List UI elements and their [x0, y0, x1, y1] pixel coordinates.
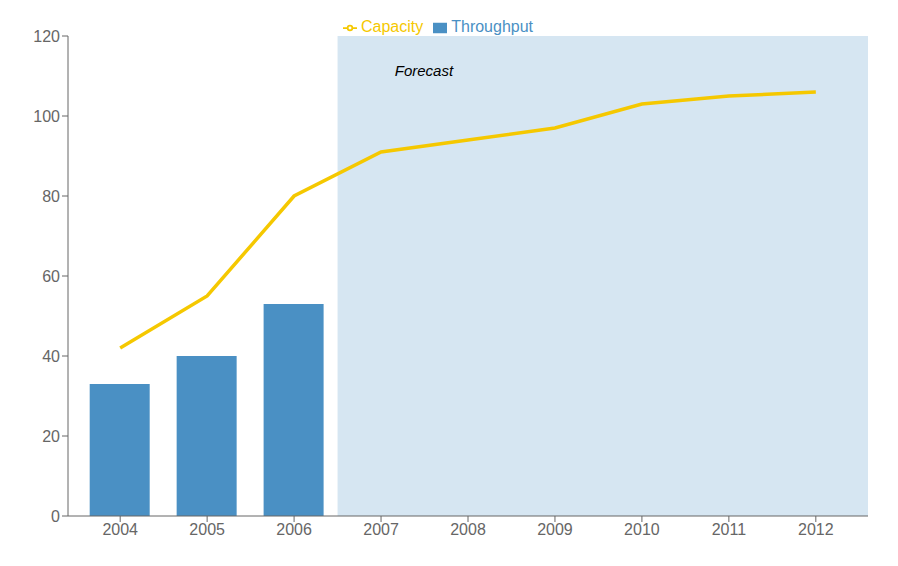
svg-text:2004: 2004	[102, 521, 138, 538]
svg-text:2005: 2005	[189, 521, 225, 538]
svg-text:2009: 2009	[537, 521, 573, 538]
svg-text:2007: 2007	[363, 521, 399, 538]
svg-text:2006: 2006	[276, 521, 312, 538]
svg-text:40: 40	[42, 348, 60, 365]
svg-text:2010: 2010	[624, 521, 660, 538]
svg-text:120: 120	[33, 28, 60, 45]
svg-text:20: 20	[42, 428, 60, 445]
svg-text:60: 60	[42, 268, 60, 285]
svg-text:2011: 2011	[712, 521, 747, 538]
svg-text:2012: 2012	[798, 521, 834, 538]
html-text:Throughput: Throughput	[451, 18, 533, 35]
svg-text:Forecast: Forecast	[395, 62, 454, 79]
svg-text:100: 100	[33, 108, 60, 125]
html-text:Capacity: Capacity	[361, 18, 424, 35]
svg-text:2008: 2008	[450, 521, 486, 538]
svg-text:80: 80	[42, 188, 60, 205]
svg-text:0: 0	[51, 508, 60, 525]
